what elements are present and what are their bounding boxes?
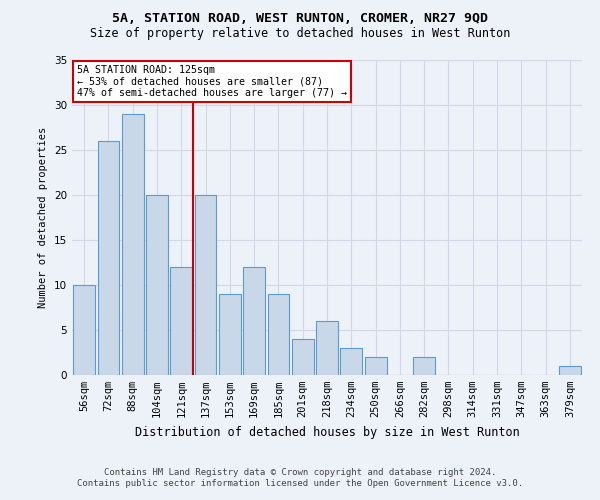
- Text: Contains HM Land Registry data © Crown copyright and database right 2024.
Contai: Contains HM Land Registry data © Crown c…: [77, 468, 523, 487]
- Bar: [340, 348, 362, 375]
- Text: 5A, STATION ROAD, WEST RUNTON, CROMER, NR27 9QD: 5A, STATION ROAD, WEST RUNTON, CROMER, N…: [112, 12, 488, 26]
- Text: 5A STATION ROAD: 125sqm
← 53% of detached houses are smaller (87)
47% of semi-de: 5A STATION ROAD: 125sqm ← 53% of detache…: [77, 64, 347, 98]
- Bar: [97, 141, 119, 375]
- Bar: [122, 114, 143, 375]
- Bar: [194, 195, 217, 375]
- X-axis label: Distribution of detached houses by size in West Runton: Distribution of detached houses by size …: [134, 426, 520, 438]
- Bar: [316, 321, 338, 375]
- Text: Size of property relative to detached houses in West Runton: Size of property relative to detached ho…: [90, 28, 510, 40]
- Bar: [268, 294, 289, 375]
- Bar: [292, 339, 314, 375]
- Bar: [73, 285, 95, 375]
- Bar: [559, 366, 581, 375]
- Bar: [243, 267, 265, 375]
- Bar: [413, 357, 435, 375]
- Y-axis label: Number of detached properties: Number of detached properties: [38, 127, 49, 308]
- Bar: [146, 195, 168, 375]
- Bar: [219, 294, 241, 375]
- Bar: [365, 357, 386, 375]
- Bar: [170, 267, 192, 375]
